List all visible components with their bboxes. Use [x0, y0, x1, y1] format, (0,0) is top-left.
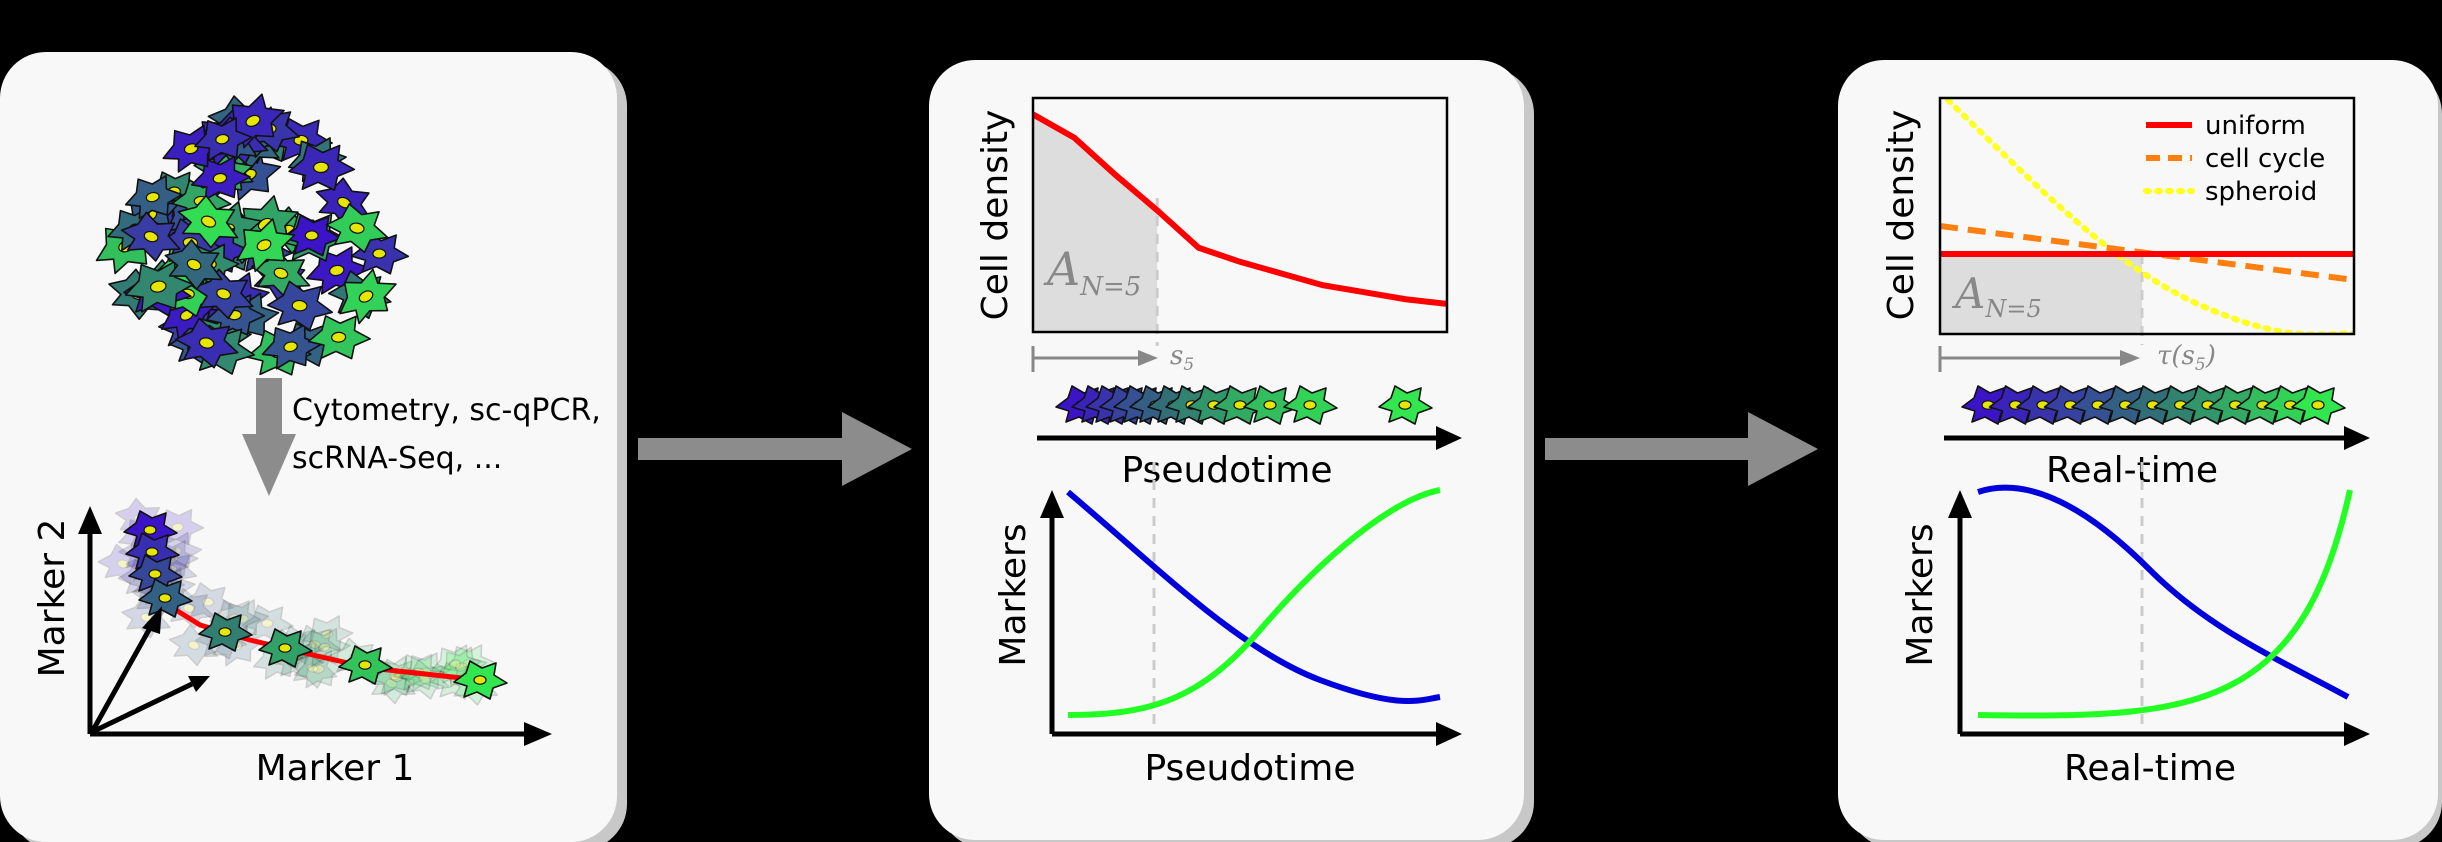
- realtime-axis: [1944, 426, 2370, 450]
- cluster-cell: [174, 317, 239, 369]
- density-ylabel: Cell density: [975, 110, 1016, 321]
- cell-cluster-illustration: [95, 93, 410, 376]
- markers-x-axis-head: [1436, 722, 1462, 746]
- method-text-line2: scRNA-Seq, ...: [292, 441, 502, 476]
- y-axis-head: [78, 506, 102, 534]
- x-axis-label: Marker 1: [256, 748, 415, 789]
- pseudotime-density-plot: AN=5 s5: [1031, 96, 1449, 375]
- faded-cell: [182, 582, 234, 622]
- realtime-cell-row: [1961, 385, 2346, 425]
- trajectory-cell: [138, 578, 193, 618]
- cluster-cell: [193, 268, 254, 320]
- trajectory-cell: [128, 554, 183, 594]
- arrow-panel2-to-panel3: [1545, 412, 1818, 486]
- faded-cell: [299, 627, 351, 667]
- pseudotime-markers-plot: [1040, 462, 1462, 746]
- cluster-cell: [120, 211, 181, 262]
- cluster-cell: [339, 268, 397, 325]
- marker-vector-1: [89, 626, 153, 734]
- markers-y-axis-head: [1040, 490, 1064, 518]
- trajectory-cell: [453, 660, 508, 700]
- markers-xlabel: Real-time: [2064, 748, 2236, 789]
- cluster-cell: [164, 239, 223, 291]
- markers-xlabel: Pseudotime: [1144, 748, 1355, 789]
- cluster-cell: [325, 203, 389, 254]
- tau-span-arrow: [1938, 346, 2140, 372]
- trajectory-cell: [125, 532, 180, 572]
- legend-uniform: uniform: [2205, 111, 2306, 141]
- markers-ylabel: Markers: [1900, 523, 1941, 666]
- cluster-cell: [288, 143, 356, 191]
- cluster-cell: [307, 315, 371, 360]
- measurement-arrow: [242, 378, 296, 496]
- marker-vector-1-head: [142, 606, 162, 634]
- marker-scatter-plot: [78, 497, 552, 746]
- marker-blue-curve: [1066, 489, 1441, 704]
- area-label: AN=5: [1043, 242, 1141, 302]
- legend: uniform cell cycle spheroid: [2143, 111, 2325, 207]
- markers-ylabel: Markers: [993, 523, 1034, 666]
- trajectory-cell: [258, 628, 313, 668]
- trajectory-cells-front: [123, 510, 508, 700]
- realtime-cell: [2291, 385, 2346, 425]
- spheroid-curve: [1945, 98, 2354, 334]
- s5-span-arrow: [1031, 346, 1158, 372]
- marker-blue-curve: [1977, 484, 2350, 700]
- pseudotime-axis: [1037, 426, 1462, 450]
- y-axis-label: Marker 2: [32, 519, 73, 678]
- trajectory-cell: [338, 645, 393, 685]
- density-curve: [1033, 111, 1447, 307]
- pseudotime-cell: [1283, 385, 1338, 425]
- markers-x-axis-head: [2344, 722, 2370, 746]
- area-label: AN=5: [1951, 269, 2042, 323]
- marker-green-curve: [1067, 487, 1441, 718]
- x-axis-head: [524, 722, 552, 746]
- realtime-label: Real-time: [2046, 450, 2218, 491]
- cluster-cell: [236, 218, 296, 273]
- legend-spheroid: spheroid: [2205, 177, 2317, 207]
- arrow-panel1-to-panel2: [638, 412, 912, 486]
- plot-frame: [1938, 96, 2356, 336]
- area-under-curve: [1940, 254, 2142, 334]
- cluster-cell: [177, 194, 239, 249]
- pseudotime-cell: [1213, 385, 1268, 425]
- cluster-cell: [194, 117, 253, 162]
- legend-cell-cycle: cell cycle: [2205, 144, 2325, 174]
- cluster-cell: [124, 175, 183, 220]
- area-under-curve: [1033, 114, 1158, 332]
- cluster-cell: [266, 280, 334, 331]
- s5-label: s5: [1170, 341, 1194, 375]
- plot-frame: [1031, 96, 1449, 334]
- tau-label: τ(s5): [2157, 341, 2216, 375]
- cluster-cell: [224, 93, 285, 149]
- trajectory-cell: [198, 612, 253, 652]
- realtime-density-plot: AN=5 uniform cell cycle spheroid τ(s5): [1938, 96, 2356, 375]
- marker-vector-2-head: [188, 676, 210, 692]
- pseudotime-label: Pseudotime: [1121, 450, 1332, 491]
- marker-vector-2: [90, 681, 194, 735]
- density-ylabel: Cell density: [1881, 110, 1922, 321]
- markers-y-axis-head: [1948, 490, 1972, 518]
- method-text-line1: Cytometry, sc-qPCR,: [292, 393, 601, 428]
- marker-green-curve: [1977, 489, 2353, 719]
- realtime-markers-plot: [1948, 462, 2370, 746]
- pseudotime-cell: [1378, 385, 1433, 425]
- pseudotime-cell-row: [1055, 385, 1433, 425]
